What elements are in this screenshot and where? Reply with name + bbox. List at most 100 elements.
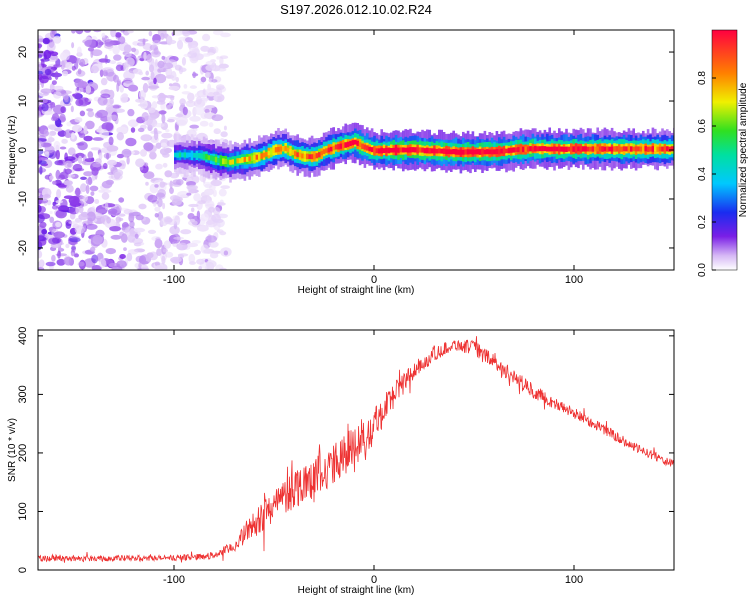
noise-blob [150,71,155,81]
noise-blob [52,113,59,121]
noise-blob [65,184,74,193]
noise-blob [116,82,120,92]
ridge-cell [392,147,395,153]
ridge-cell [670,146,674,152]
ridge-cell [630,146,633,152]
noise-blob [43,92,49,96]
noise-blob [53,231,65,239]
noise-blob [85,85,92,94]
noise-blob [136,42,146,47]
noise-blob [213,218,224,224]
noise-blob [197,224,209,232]
noise-blob [109,60,117,65]
noise-blob [78,220,84,227]
noise-blob [75,30,84,35]
noise-blob [55,221,62,228]
noise-blob [91,265,102,270]
ridge-cell [361,143,364,149]
noise-blob [79,87,85,92]
noise-blob [44,151,50,158]
noise-blob [90,147,101,151]
noise-blob [183,53,191,58]
noise-blob [63,53,70,61]
noise-blob [73,253,79,258]
noise-blob [157,197,163,208]
noise-blob [153,77,157,85]
noise-blob [97,96,108,106]
ridge-cell [325,148,328,153]
noise-blob [71,124,83,132]
ridge-cell [416,147,419,153]
noise-blob [38,110,41,119]
noise-blob [107,159,117,166]
noise-blob [151,101,158,109]
noise-blob [48,237,60,245]
ridge-cell [543,146,547,152]
ridge-cell [519,146,523,153]
ridge-cell [594,146,597,152]
ridge-cell [481,149,484,155]
ridge-cell [603,146,607,152]
noise-blob [103,162,108,170]
ridge-cell [272,148,275,153]
noise-blob [135,255,144,263]
ridge-cell [284,145,287,152]
spectrogram-ridge [174,122,674,183]
noise-blob [85,223,98,230]
ridge-cell [601,146,604,152]
spectrogram-x-label: Height of straight line (km) [298,285,415,296]
noise-blob [205,71,211,78]
ridge-cell [178,152,182,158]
noise-blob [143,162,149,167]
noise-blob [187,41,193,49]
ridge-cell [433,148,436,154]
ridge-cell [332,145,335,151]
noise-blob [107,113,112,123]
ridge-cell [608,146,611,152]
colorbar-tick-label: 0.0 [697,263,708,277]
noise-blob [160,32,165,40]
noise-blob [194,249,201,255]
ridge-cell [226,159,230,165]
ridge-cell [457,149,460,155]
ridge-cell [598,146,602,152]
noise-blob [63,180,73,186]
noise-blob [187,92,195,102]
colorbar-tick-label: 0.6 [697,119,708,133]
ridge-cell [507,147,511,154]
noise-blob [118,197,125,203]
noise-blob [192,71,197,79]
ridge-cell [474,149,477,155]
noise-blob [215,84,225,90]
noise-blob [135,98,145,103]
ridge-cell [217,158,220,164]
ridge-cell [174,152,177,158]
ridge-cell [234,159,237,165]
noise-blob [49,210,53,215]
ridge-cell [358,142,362,148]
ridge-cell [579,146,583,152]
ridge-cell [188,152,191,158]
ridge-cell [498,149,501,155]
noise-blob [77,81,88,89]
noise-blob [71,30,76,34]
noise-blob [192,128,198,132]
noise-blob [169,100,174,107]
spectrogram-y-label: Frequency (Hz) [7,116,18,185]
noise-blob [198,92,203,96]
noise-blob [83,125,88,134]
noise-blob [39,75,49,84]
noise-blob [137,103,148,107]
noise-blob [56,258,66,266]
noise-blob [135,158,145,168]
noise-blob [160,142,167,147]
noise-blob [42,37,50,45]
noise-blob [159,148,170,156]
noise-blob [168,85,180,91]
ridge-cell [402,147,405,153]
noise-blob [119,254,126,259]
ridge-cell [577,146,580,152]
noise-blob [72,93,76,97]
noise-blob [187,213,195,220]
noise-blob [63,256,74,266]
